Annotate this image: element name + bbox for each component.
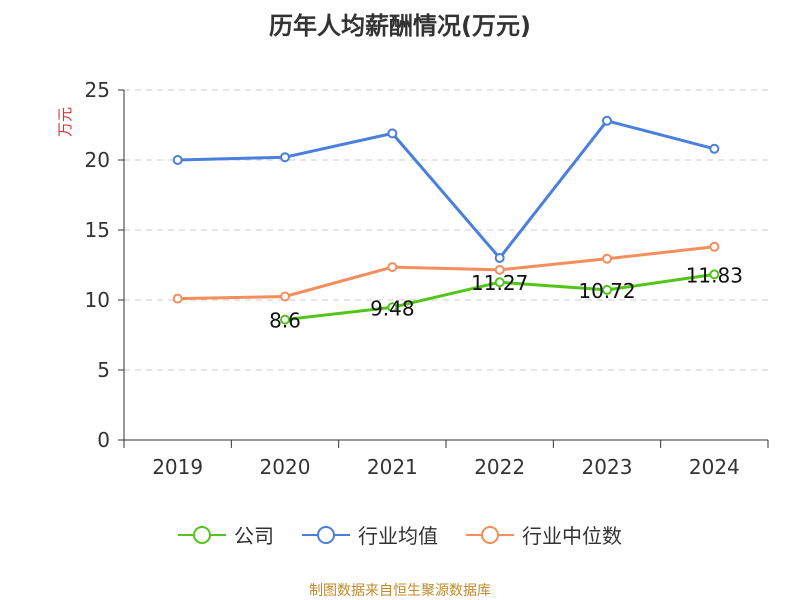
- line-chart: 0 5 10 15 20 25 2019 2020 2021 2022 2023 2024 万元 8.6 9…: [56, 78, 769, 479]
- chart-legend: 公司 行业均值 行业中位数: [0, 520, 800, 549]
- legend-marker-icon: [466, 525, 514, 544]
- data-point: [709, 269, 720, 280]
- data-point: [387, 262, 398, 273]
- data-point: [709, 241, 720, 252]
- x-tick-label: 2020: [260, 455, 311, 479]
- data-point: [709, 143, 720, 154]
- series-line: [177, 245, 715, 301]
- legend-marker-icon: [178, 525, 226, 544]
- chart-title: 历年人均薪酬情况(万元): [269, 12, 531, 40]
- x-tick-label: 2022: [474, 455, 525, 479]
- x-tick-label: 2024: [689, 455, 740, 479]
- x-tick-label: 2023: [582, 455, 633, 479]
- data-point: [494, 264, 505, 275]
- x-tick-label: 2021: [367, 455, 418, 479]
- data-point: [387, 302, 398, 313]
- data-point: [602, 115, 612, 126]
- y-tick-label: 15: [85, 218, 110, 242]
- data-point: [172, 155, 183, 165]
- data-point: [602, 284, 612, 295]
- data-label: 11.27: [471, 271, 528, 295]
- legend-label: 公司: [234, 524, 274, 548]
- data-label: 9.48: [370, 296, 415, 320]
- data-point: [387, 128, 398, 139]
- data-point: [280, 314, 290, 325]
- data-point: [494, 253, 505, 263]
- legend-item-company[interactable]: 公司: [178, 520, 274, 549]
- data-label: 11.83: [686, 263, 743, 287]
- y-tick-label: 5: [97, 358, 110, 382]
- data-point: [172, 293, 183, 304]
- data-source-note: 制图数据来自恒生聚源数据库: [309, 583, 491, 599]
- legend-label: 行业均值: [358, 524, 438, 548]
- data-point: [280, 152, 290, 163]
- y-tick-label: 25: [85, 78, 110, 102]
- legend-label: 行业中位数: [522, 524, 622, 548]
- legend-item-industry-median[interactable]: 行业中位数: [466, 520, 622, 549]
- data-point: [280, 291, 290, 302]
- y-axis-label: 万元: [56, 107, 74, 137]
- y-tick-label: 20: [85, 148, 110, 172]
- series-line: [177, 119, 715, 260]
- data-label: 10.72: [578, 279, 635, 303]
- y-tick-label: 0: [97, 428, 110, 452]
- legend-marker-icon: [302, 525, 350, 544]
- x-tick-label: 2019: [152, 455, 203, 479]
- data-label: 8.6: [269, 309, 301, 333]
- y-tick-label: 10: [85, 288, 110, 312]
- data-point: [602, 253, 612, 264]
- legend-item-industry-mean[interactable]: 行业均值: [302, 520, 438, 549]
- data-point: [494, 277, 505, 288]
